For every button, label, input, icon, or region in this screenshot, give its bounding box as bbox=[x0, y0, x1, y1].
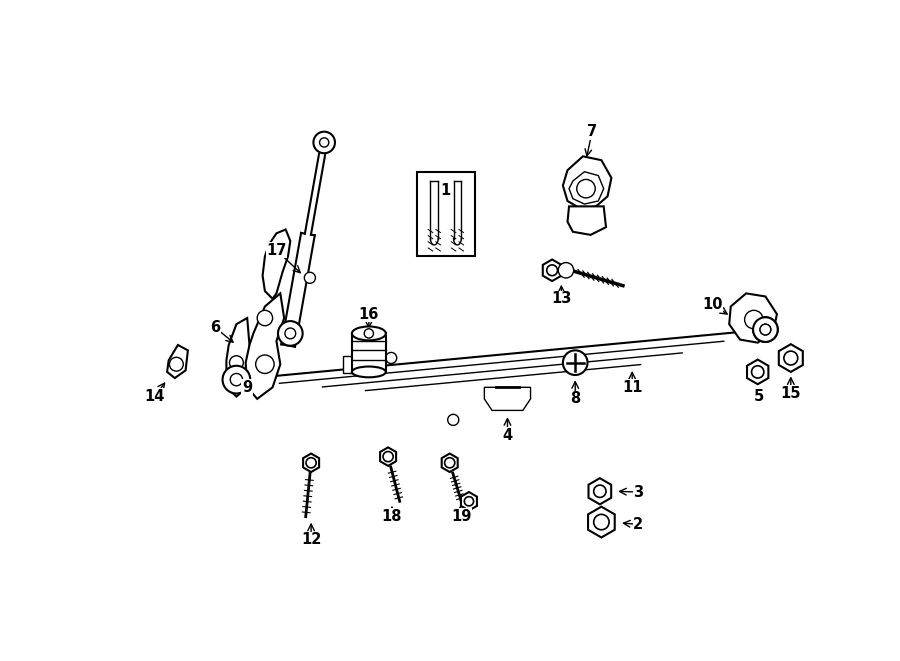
Polygon shape bbox=[569, 172, 604, 204]
Circle shape bbox=[445, 457, 455, 468]
Polygon shape bbox=[588, 507, 615, 537]
Text: 14: 14 bbox=[145, 389, 165, 404]
Text: 12: 12 bbox=[301, 532, 321, 547]
Circle shape bbox=[230, 373, 243, 386]
Text: 3: 3 bbox=[634, 485, 643, 500]
Text: 7: 7 bbox=[587, 124, 598, 139]
Circle shape bbox=[304, 272, 315, 284]
Circle shape bbox=[760, 324, 770, 335]
Polygon shape bbox=[778, 344, 803, 372]
Circle shape bbox=[562, 350, 588, 375]
Text: 10: 10 bbox=[702, 297, 723, 311]
Circle shape bbox=[385, 352, 397, 364]
Polygon shape bbox=[442, 453, 458, 472]
Circle shape bbox=[784, 351, 797, 365]
Circle shape bbox=[753, 317, 778, 342]
Ellipse shape bbox=[352, 327, 386, 340]
Circle shape bbox=[594, 485, 606, 498]
Circle shape bbox=[577, 179, 595, 198]
Circle shape bbox=[546, 265, 557, 276]
Circle shape bbox=[230, 356, 243, 369]
Circle shape bbox=[222, 366, 250, 393]
Polygon shape bbox=[263, 229, 291, 299]
Polygon shape bbox=[747, 360, 769, 384]
Circle shape bbox=[364, 329, 373, 338]
Bar bbox=[417, 172, 474, 256]
Text: 2: 2 bbox=[634, 517, 643, 532]
Circle shape bbox=[256, 355, 274, 373]
Polygon shape bbox=[568, 206, 606, 235]
Circle shape bbox=[753, 317, 778, 342]
Circle shape bbox=[464, 496, 473, 506]
Circle shape bbox=[306, 457, 316, 468]
Text: 8: 8 bbox=[570, 391, 580, 407]
Polygon shape bbox=[562, 156, 611, 209]
Circle shape bbox=[760, 324, 770, 335]
Bar bbox=[352, 333, 386, 372]
Circle shape bbox=[320, 138, 328, 147]
Polygon shape bbox=[461, 492, 477, 510]
Circle shape bbox=[744, 310, 763, 329]
Circle shape bbox=[558, 262, 573, 278]
Text: 17: 17 bbox=[266, 243, 286, 258]
Circle shape bbox=[383, 451, 393, 461]
Polygon shape bbox=[246, 293, 284, 399]
Circle shape bbox=[752, 366, 764, 378]
Bar bbox=[343, 356, 364, 373]
Text: 18: 18 bbox=[382, 509, 402, 524]
Text: 11: 11 bbox=[622, 380, 643, 395]
Circle shape bbox=[285, 328, 296, 339]
Ellipse shape bbox=[352, 367, 386, 377]
Polygon shape bbox=[227, 318, 249, 397]
Text: 15: 15 bbox=[780, 386, 801, 401]
Circle shape bbox=[313, 132, 335, 153]
Polygon shape bbox=[167, 345, 188, 378]
Circle shape bbox=[257, 310, 273, 326]
Text: 6: 6 bbox=[210, 320, 220, 334]
Text: 9: 9 bbox=[242, 380, 252, 395]
Circle shape bbox=[447, 414, 459, 426]
Text: 5: 5 bbox=[753, 389, 763, 404]
Text: 4: 4 bbox=[502, 428, 512, 443]
Text: 13: 13 bbox=[551, 292, 572, 306]
Circle shape bbox=[594, 514, 609, 529]
Polygon shape bbox=[589, 478, 611, 504]
Polygon shape bbox=[729, 293, 777, 342]
Circle shape bbox=[278, 321, 302, 346]
Circle shape bbox=[169, 358, 184, 371]
Polygon shape bbox=[543, 260, 562, 281]
Polygon shape bbox=[303, 453, 320, 472]
Polygon shape bbox=[484, 387, 530, 410]
Text: 1: 1 bbox=[441, 184, 451, 198]
Text: 16: 16 bbox=[359, 307, 379, 322]
Text: 19: 19 bbox=[451, 509, 472, 524]
Polygon shape bbox=[380, 447, 396, 466]
